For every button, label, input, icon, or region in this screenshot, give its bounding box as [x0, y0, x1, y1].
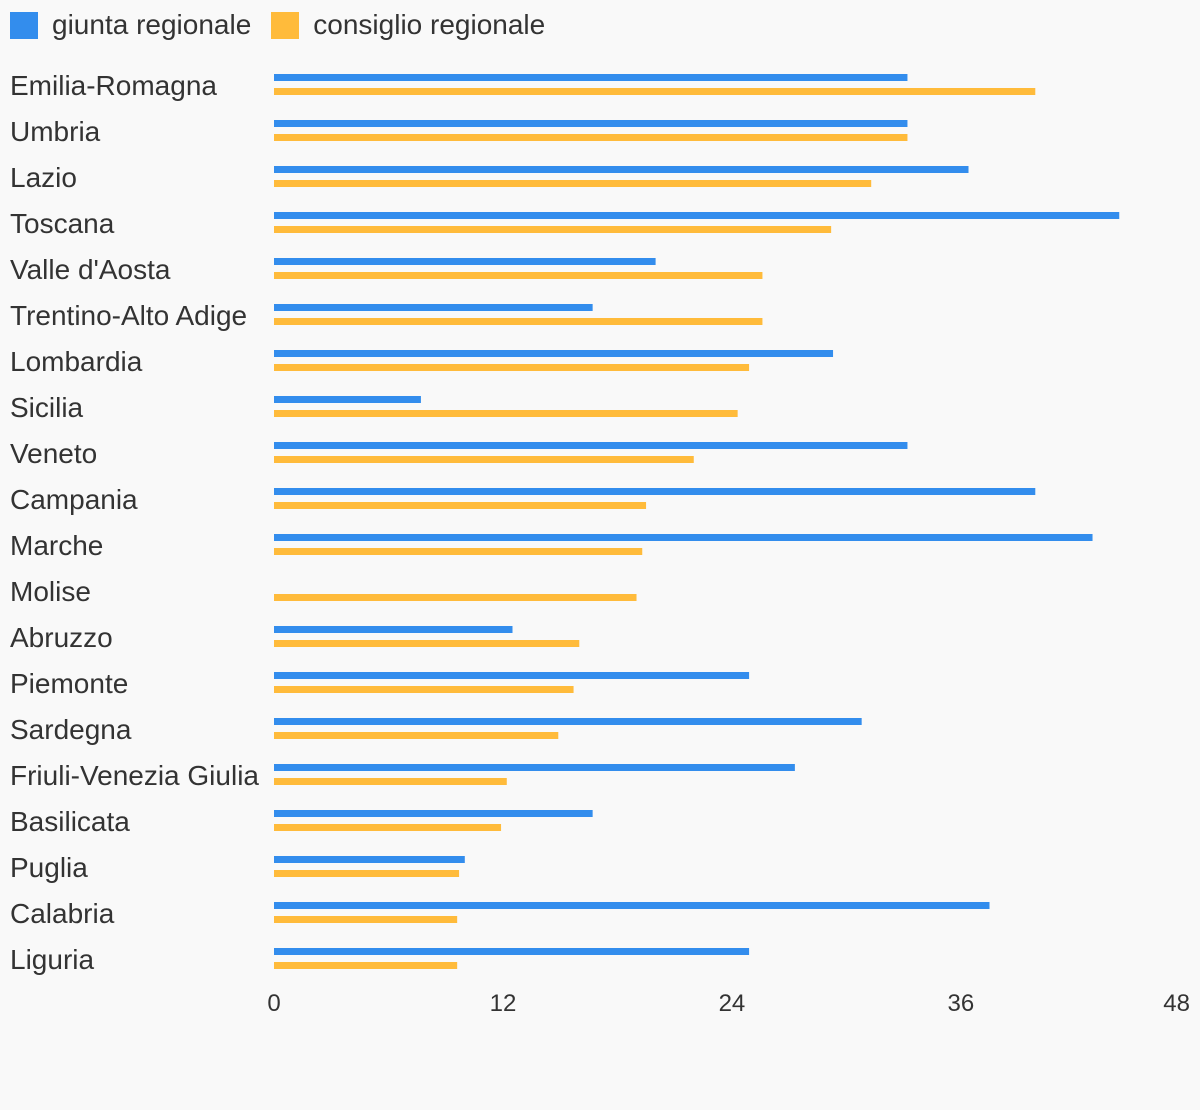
bar-giunta[interactable]	[274, 488, 1036, 495]
bar-consiglio[interactable]	[274, 916, 458, 923]
bar-consiglio[interactable]	[274, 318, 763, 325]
bar-giunta[interactable]	[274, 948, 750, 955]
x-tick-label: 12	[490, 990, 517, 1017]
bars	[274, 74, 1120, 969]
bar-giunta[interactable]	[274, 534, 1093, 541]
x-axis-ticks: 0 12 24 36 48	[267, 990, 1190, 1017]
category-label: Calabria	[10, 898, 115, 929]
category-label: Campania	[10, 484, 138, 515]
bar-consiglio[interactable]	[274, 594, 637, 601]
bar-giunta[interactable]	[274, 856, 465, 863]
bar-giunta[interactable]	[274, 442, 908, 449]
bar-consiglio[interactable]	[274, 548, 643, 555]
bar-consiglio[interactable]	[274, 410, 738, 417]
category-label: Friuli-Venezia Giulia	[10, 760, 259, 791]
bar-giunta[interactable]	[274, 764, 795, 771]
bar-giunta[interactable]	[274, 810, 593, 817]
legend-item-consiglio[interactable]: consiglio regionale	[271, 10, 545, 40]
category-label: Umbria	[10, 116, 101, 147]
bar-consiglio[interactable]	[274, 870, 460, 877]
bar-giunta[interactable]	[274, 396, 421, 403]
bar-consiglio[interactable]	[274, 640, 580, 647]
category-label: Molise	[10, 576, 91, 607]
category-label: Puglia	[10, 852, 88, 883]
bar-consiglio[interactable]	[274, 134, 908, 141]
x-tick-label: 24	[719, 990, 746, 1017]
bar-consiglio[interactable]	[274, 502, 647, 509]
legend-label-consiglio: consiglio regionale	[313, 9, 546, 40]
category-label: Liguria	[10, 944, 94, 975]
bar-giunta[interactable]	[274, 718, 862, 725]
legend-item-giunta[interactable]: giunta regionale	[10, 10, 251, 40]
bar-giunta[interactable]	[274, 672, 750, 679]
bar-giunta[interactable]	[274, 258, 656, 265]
bar-consiglio[interactable]	[274, 226, 832, 233]
bar-consiglio[interactable]	[274, 88, 1036, 95]
category-label: Veneto	[10, 438, 97, 469]
x-tick-label: 0	[267, 990, 280, 1017]
bar-consiglio[interactable]	[274, 824, 502, 831]
category-label: Sardegna	[10, 714, 132, 745]
bar-giunta[interactable]	[274, 166, 969, 173]
bar-consiglio[interactable]	[274, 962, 458, 969]
legend: giunta regionale consiglio regionale	[10, 10, 565, 40]
legend-swatch-consiglio	[271, 11, 300, 39]
x-tick-label: 36	[948, 990, 975, 1017]
category-label: Trentino-Alto Adige	[10, 300, 247, 331]
bar-giunta[interactable]	[274, 902, 990, 909]
category-label: Piemonte	[10, 668, 128, 699]
category-label: Valle d'Aosta	[10, 254, 171, 285]
bar-consiglio[interactable]	[274, 364, 750, 371]
bar-consiglio[interactable]	[274, 272, 763, 279]
bar-consiglio[interactable]	[274, 180, 872, 187]
category-label: Toscana	[10, 208, 115, 239]
bar-consiglio[interactable]	[274, 456, 694, 463]
category-label: Abruzzo	[10, 622, 113, 653]
category-label: Sicilia	[10, 392, 84, 423]
bar-giunta[interactable]	[274, 626, 513, 633]
legend-swatch-giunta	[10, 11, 38, 39]
bar-giunta[interactable]	[274, 74, 908, 81]
bar-consiglio[interactable]	[274, 778, 507, 785]
bar-consiglio[interactable]	[274, 732, 559, 739]
bar-giunta[interactable]	[274, 350, 834, 357]
category-label: Marche	[10, 530, 103, 561]
category-label: Lazio	[10, 162, 77, 193]
bar-consiglio[interactable]	[274, 686, 574, 693]
category-label: Emilia-Romagna	[10, 70, 217, 101]
bar-giunta[interactable]	[274, 304, 593, 311]
category-labels: Emilia-Romagna Umbria Lazio Toscana Valle d'…	[10, 70, 259, 975]
category-label: Basilicata	[10, 806, 130, 837]
category-label: Lombardia	[10, 346, 143, 377]
x-tick-label: 48	[1163, 990, 1190, 1017]
legend-label-giunta: giunta regionale	[52, 9, 252, 40]
bar-giunta[interactable]	[274, 212, 1120, 219]
bar-giunta[interactable]	[274, 120, 908, 127]
